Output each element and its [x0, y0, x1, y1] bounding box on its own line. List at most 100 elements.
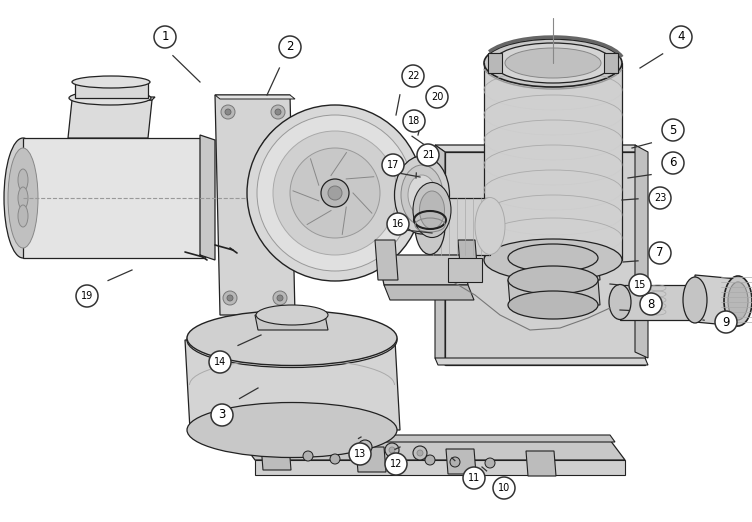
Ellipse shape [187, 402, 397, 457]
Ellipse shape [72, 76, 150, 88]
Polygon shape [270, 435, 615, 442]
Ellipse shape [401, 165, 443, 225]
Ellipse shape [415, 197, 445, 255]
Ellipse shape [609, 284, 631, 319]
Polygon shape [378, 255, 468, 285]
Circle shape [211, 404, 233, 426]
Ellipse shape [505, 48, 601, 78]
Polygon shape [445, 152, 645, 365]
Circle shape [649, 187, 671, 209]
Ellipse shape [18, 187, 28, 209]
Polygon shape [384, 285, 474, 300]
Text: 9: 9 [722, 315, 729, 328]
Circle shape [417, 144, 439, 166]
Ellipse shape [18, 169, 28, 191]
Circle shape [715, 311, 737, 333]
Circle shape [450, 457, 460, 467]
Ellipse shape [484, 239, 622, 281]
Circle shape [271, 105, 285, 119]
Circle shape [649, 242, 671, 264]
Text: 16: 16 [392, 219, 404, 229]
Text: 11: 11 [468, 473, 480, 483]
Circle shape [640, 293, 662, 315]
Polygon shape [435, 358, 648, 365]
Circle shape [485, 458, 495, 468]
Circle shape [303, 451, 313, 461]
Ellipse shape [508, 266, 598, 294]
Text: 21: 21 [422, 150, 434, 160]
Text: 14: 14 [214, 357, 226, 367]
Circle shape [425, 455, 435, 465]
Ellipse shape [484, 39, 622, 87]
Text: 18: 18 [408, 116, 420, 126]
Polygon shape [72, 97, 155, 100]
Circle shape [385, 443, 399, 457]
Polygon shape [484, 63, 622, 260]
Circle shape [275, 109, 281, 115]
Circle shape [273, 131, 397, 255]
Polygon shape [215, 95, 295, 315]
Ellipse shape [493, 43, 613, 83]
Text: 8: 8 [647, 298, 655, 311]
Text: 22: 22 [407, 71, 420, 81]
Circle shape [362, 444, 368, 450]
Circle shape [277, 295, 283, 301]
Text: 1: 1 [161, 30, 168, 43]
Circle shape [426, 86, 448, 108]
Circle shape [403, 110, 425, 132]
Ellipse shape [187, 311, 397, 365]
Polygon shape [458, 240, 478, 278]
Text: 7: 7 [656, 246, 664, 259]
Circle shape [330, 454, 340, 464]
Text: 12: 12 [390, 459, 402, 469]
Circle shape [290, 148, 380, 238]
Ellipse shape [408, 175, 436, 215]
Ellipse shape [724, 276, 752, 326]
Ellipse shape [256, 305, 328, 325]
Circle shape [662, 119, 684, 141]
Circle shape [76, 285, 98, 307]
Polygon shape [635, 145, 648, 358]
Text: 19: 19 [81, 291, 93, 301]
Circle shape [382, 154, 404, 176]
Text: 17: 17 [387, 160, 399, 170]
Circle shape [662, 152, 684, 174]
Circle shape [279, 36, 301, 58]
Polygon shape [185, 340, 400, 430]
Ellipse shape [508, 244, 598, 272]
Text: 15: 15 [634, 280, 646, 290]
Polygon shape [200, 135, 215, 260]
Ellipse shape [475, 197, 505, 255]
Ellipse shape [395, 156, 450, 234]
Circle shape [223, 291, 237, 305]
Circle shape [221, 105, 235, 119]
Circle shape [402, 65, 424, 87]
Polygon shape [255, 315, 328, 330]
Ellipse shape [4, 138, 42, 258]
Circle shape [349, 443, 371, 465]
Ellipse shape [250, 120, 350, 260]
Circle shape [413, 446, 427, 460]
Polygon shape [23, 138, 200, 142]
Polygon shape [526, 451, 556, 476]
Ellipse shape [728, 282, 748, 320]
Circle shape [328, 186, 342, 200]
Circle shape [670, 26, 692, 48]
Circle shape [225, 109, 231, 115]
Ellipse shape [187, 313, 397, 367]
Polygon shape [508, 258, 600, 280]
Ellipse shape [508, 291, 598, 319]
Text: 13: 13 [354, 449, 366, 459]
Polygon shape [488, 53, 502, 73]
Circle shape [227, 295, 233, 301]
Circle shape [629, 274, 651, 296]
Ellipse shape [257, 130, 342, 250]
Circle shape [321, 179, 349, 207]
Ellipse shape [18, 205, 28, 227]
Circle shape [273, 291, 287, 305]
Ellipse shape [413, 183, 451, 238]
Polygon shape [604, 53, 618, 73]
Text: 23: 23 [653, 193, 666, 203]
Polygon shape [620, 285, 695, 320]
Ellipse shape [8, 148, 38, 248]
